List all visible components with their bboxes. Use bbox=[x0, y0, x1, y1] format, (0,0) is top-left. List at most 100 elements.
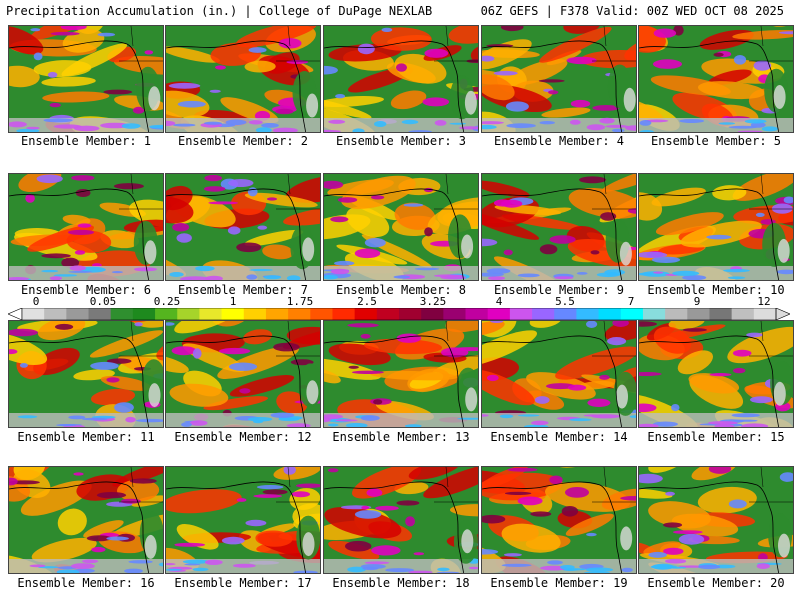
ensemble-member-label: Ensemble Member: 14 bbox=[490, 430, 628, 444]
colorbar-segment bbox=[576, 308, 599, 320]
precipitation-field bbox=[482, 467, 636, 573]
precipitation-field bbox=[324, 467, 478, 573]
chart-title: Precipitation Accumulation (in.) | Colle… bbox=[6, 4, 433, 18]
ensemble-member-label: Ensemble Member: 15 bbox=[647, 430, 785, 444]
colorbar-segment bbox=[399, 308, 422, 320]
colorbar-segment bbox=[731, 308, 755, 320]
legend-tick-label: 1.75 bbox=[286, 295, 314, 308]
precipitation-field bbox=[639, 26, 793, 132]
ensemble-member-map bbox=[8, 25, 164, 133]
ensemble-member-label: Ensemble Member: 9 bbox=[493, 283, 625, 297]
colorbar-segment bbox=[177, 308, 200, 320]
ensemble-member-map bbox=[165, 25, 321, 133]
legend-tick-label: 0.25 bbox=[153, 295, 181, 308]
colorbar-segment bbox=[532, 308, 555, 320]
colorbar-segment bbox=[598, 308, 622, 320]
ensemble-member-map bbox=[8, 320, 164, 428]
legend-tick-label: 7 bbox=[627, 295, 635, 308]
precipitation-field bbox=[324, 321, 478, 427]
colorbar-segment bbox=[132, 308, 156, 320]
ensemble-member-map bbox=[165, 320, 321, 428]
ensemble-member-label: Ensemble Member: 19 bbox=[490, 576, 628, 590]
precipitation-field bbox=[482, 174, 636, 280]
colorbar-outline bbox=[21, 308, 777, 320]
colorbar-segment bbox=[110, 308, 134, 320]
ensemble-member-label: Ensemble Member: 13 bbox=[332, 430, 470, 444]
legend-tick-label: 4 bbox=[495, 295, 503, 308]
legend-tick-label: 12 bbox=[757, 295, 771, 308]
colorbar-segment bbox=[310, 308, 333, 320]
colorbar-segment bbox=[354, 308, 378, 320]
colorbar-segment bbox=[288, 308, 311, 320]
colorbar-segment bbox=[22, 308, 45, 320]
colorbar-segment bbox=[265, 308, 289, 320]
colorbar-segment bbox=[155, 308, 178, 320]
ensemble-member-label: Ensemble Member: 1 bbox=[20, 134, 152, 148]
ensemble-member-map bbox=[165, 466, 321, 574]
colorbar-segment bbox=[509, 308, 533, 320]
colorbar-segment bbox=[88, 308, 112, 320]
precipitation-field bbox=[9, 26, 163, 132]
ensemble-member-label: Ensemble Member: 6 bbox=[20, 283, 152, 297]
ensemble-member-label: Ensemble Member: 11 bbox=[17, 430, 155, 444]
colorbar-segment bbox=[642, 308, 666, 320]
ensemble-member-map bbox=[8, 466, 164, 574]
legend-tick-label: 2.5 bbox=[357, 295, 377, 308]
ensemble-member-map bbox=[165, 173, 321, 281]
precipitation-field bbox=[639, 467, 793, 573]
precipitation-field bbox=[482, 26, 636, 132]
colorbar-segment bbox=[44, 308, 67, 320]
ensemble-member-map bbox=[481, 320, 637, 428]
colorbar-left-arrow bbox=[8, 308, 23, 320]
ensemble-member-map bbox=[323, 466, 479, 574]
ensemble-member-map bbox=[638, 320, 794, 428]
precipitation-field bbox=[9, 321, 163, 427]
ensemble-member-label: Ensemble Member: 17 bbox=[174, 576, 312, 590]
colorbar-segment bbox=[620, 308, 644, 320]
colorbar-segment bbox=[465, 308, 489, 320]
precipitation-field bbox=[639, 321, 793, 427]
colorbar-segment bbox=[421, 308, 444, 320]
colorbar-segment bbox=[753, 308, 777, 320]
legend-tick-label: 1 bbox=[229, 295, 237, 308]
colorbar-segment bbox=[221, 308, 245, 320]
ensemble-member-map bbox=[323, 320, 479, 428]
ensemble-member-map bbox=[638, 466, 794, 574]
precipitation-field bbox=[639, 174, 793, 280]
ensemble-member-map bbox=[481, 25, 637, 133]
ensemble-member-map bbox=[323, 25, 479, 133]
precipitation-field bbox=[9, 467, 163, 573]
ensemble-member-map bbox=[638, 25, 794, 133]
legend-tick-label: 3.25 bbox=[419, 295, 447, 308]
ensemble-member-label: Ensemble Member: 2 bbox=[177, 134, 309, 148]
ensemble-member-map bbox=[638, 173, 794, 281]
ensemble-member-label: Ensemble Member: 7 bbox=[177, 283, 309, 297]
colorbar bbox=[8, 308, 790, 320]
legend-tick-label: 0.05 bbox=[89, 295, 117, 308]
colorbar-segment bbox=[487, 308, 511, 320]
precipitation-field bbox=[166, 467, 320, 573]
precipitation-field bbox=[324, 174, 478, 280]
legend-tick-label: 5.5 bbox=[555, 295, 575, 308]
precipitation-field bbox=[166, 321, 320, 427]
colorbar-segment bbox=[443, 308, 466, 320]
ensemble-member-label: Ensemble Member: 3 bbox=[335, 134, 467, 148]
ensemble-member-map bbox=[481, 466, 637, 574]
ensemble-member-label: Ensemble Member: 10 bbox=[647, 283, 785, 297]
model-run-info: 06Z GEFS | F378 Valid: 00Z WED OCT 08 20… bbox=[480, 4, 784, 18]
colorbar-right-arrow bbox=[775, 308, 790, 320]
ensemble-member-label: Ensemble Member: 18 bbox=[332, 576, 470, 590]
colorbar-segment bbox=[554, 308, 577, 320]
ensemble-member-label: Ensemble Member: 20 bbox=[647, 576, 785, 590]
ensemble-member-map bbox=[323, 173, 479, 281]
precipitation-field bbox=[166, 174, 320, 280]
precipitation-field bbox=[482, 321, 636, 427]
ensemble-member-label: Ensemble Member: 16 bbox=[17, 576, 155, 590]
colorbar-segment bbox=[687, 308, 710, 320]
colorbar-segment bbox=[709, 308, 733, 320]
ensemble-member-label: Ensemble Member: 4 bbox=[493, 134, 625, 148]
precipitation-field bbox=[324, 26, 478, 132]
legend-tick-label: 9 bbox=[693, 295, 701, 308]
colorbar-segment bbox=[199, 308, 222, 320]
